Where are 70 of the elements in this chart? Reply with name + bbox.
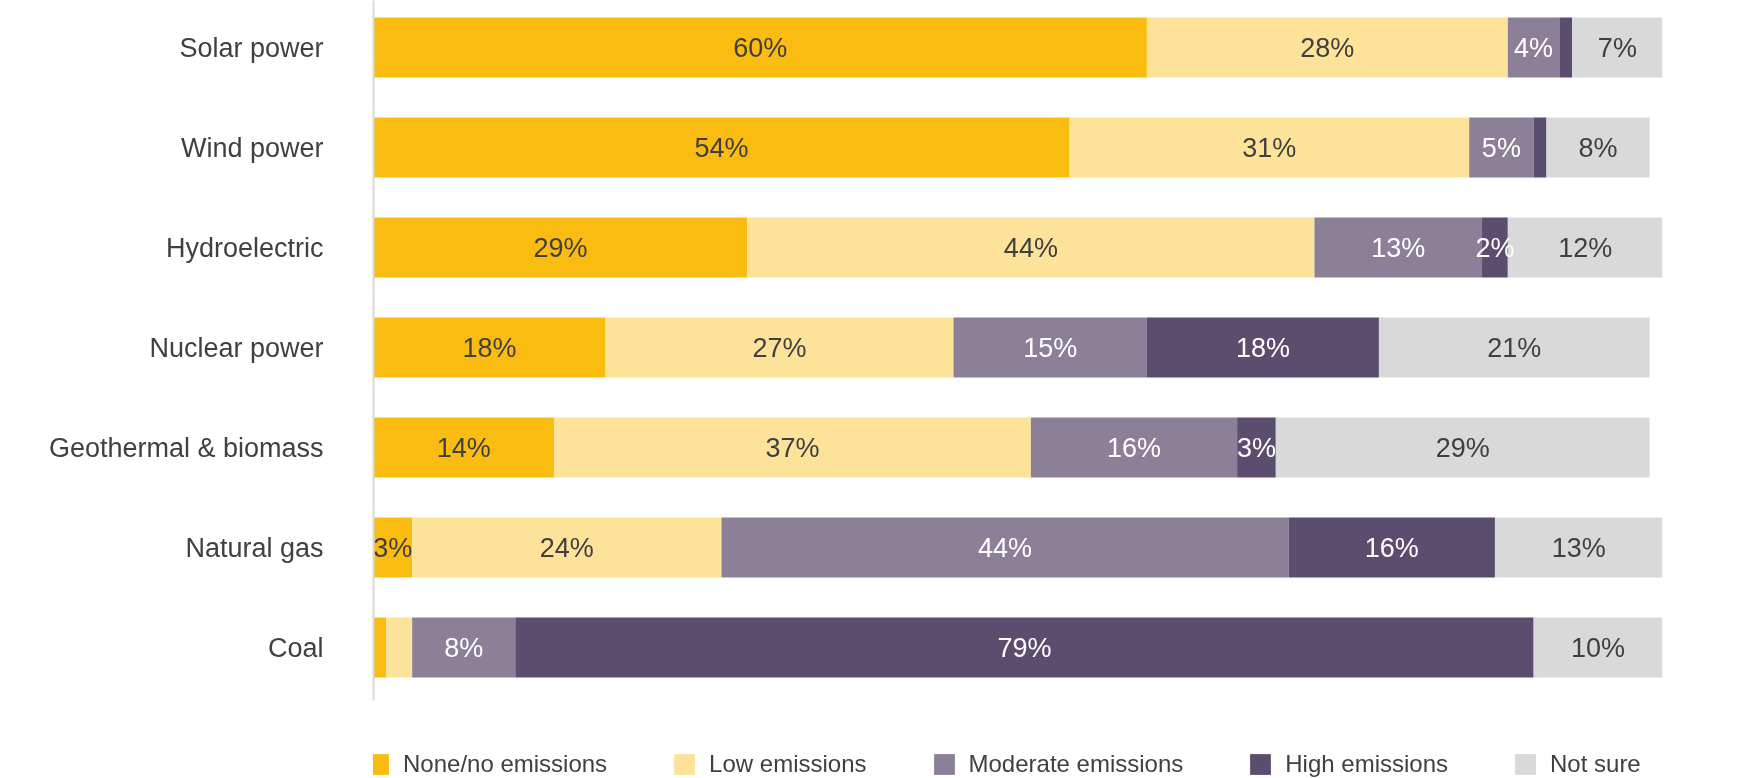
data-label: 16% bbox=[1106, 432, 1162, 463]
bar bbox=[1069, 117, 1470, 178]
data-label: 12% bbox=[1558, 232, 1613, 263]
data-label: 54% bbox=[694, 132, 749, 163]
data-label: 18% bbox=[462, 332, 517, 363]
data-label: 29% bbox=[533, 232, 588, 263]
bar bbox=[373, 17, 1147, 78]
data-label: 3% bbox=[1236, 432, 1276, 463]
bar bbox=[515, 617, 1534, 678]
y-tick-label: Nuclear power bbox=[149, 332, 324, 363]
bar bbox=[1559, 17, 1573, 78]
bar bbox=[721, 517, 1289, 578]
data-label: 37% bbox=[765, 432, 820, 463]
data-label: 28% bbox=[1300, 32, 1355, 63]
data-label: 4% bbox=[1514, 32, 1554, 63]
bar bbox=[373, 217, 748, 278]
legend-label: Moderate emissions bbox=[968, 750, 1184, 778]
bar bbox=[747, 217, 1315, 278]
data-label: 16% bbox=[1364, 532, 1419, 563]
data-label: 15% bbox=[1023, 332, 1078, 363]
bar bbox=[1030, 417, 1238, 478]
bar bbox=[953, 317, 1147, 378]
data-label: 14% bbox=[436, 432, 491, 463]
data-label: 13% bbox=[1371, 232, 1426, 263]
bar bbox=[386, 617, 413, 678]
data-label: 13% bbox=[1551, 532, 1606, 563]
bar bbox=[373, 117, 1070, 178]
bar bbox=[373, 317, 606, 378]
bar bbox=[412, 617, 516, 678]
data-label: 60% bbox=[733, 32, 788, 63]
y-tick-label: Geothermal & biomass bbox=[48, 432, 324, 463]
data-label: 44% bbox=[978, 532, 1033, 563]
data-label: 31% bbox=[1242, 132, 1297, 163]
bar bbox=[553, 417, 1031, 478]
y-tick-label: Wind power bbox=[180, 132, 324, 163]
legend-label: Not sure bbox=[1550, 750, 1641, 778]
bar bbox=[1288, 517, 1495, 578]
y-tick-label: Natural gas bbox=[185, 532, 324, 563]
bar bbox=[605, 317, 954, 378]
bar bbox=[412, 517, 722, 578]
legend-label: Low emissions bbox=[709, 750, 867, 778]
data-label: 3% bbox=[373, 532, 413, 563]
legend-label: High emissions bbox=[1285, 750, 1449, 778]
bar bbox=[1378, 317, 1650, 378]
bar bbox=[1494, 517, 1663, 578]
legend-label: None/no emissions bbox=[403, 750, 608, 778]
y-tick-label: Solar power bbox=[179, 32, 324, 63]
data-label: 44% bbox=[1003, 232, 1058, 263]
bar bbox=[1146, 17, 1508, 78]
bar bbox=[1275, 417, 1650, 478]
data-label: 5% bbox=[1481, 132, 1521, 163]
bar bbox=[1533, 117, 1547, 178]
data-label: 79% bbox=[997, 632, 1052, 663]
data-label: 7% bbox=[1597, 32, 1637, 63]
bar bbox=[1146, 317, 1379, 378]
bar bbox=[1469, 117, 1534, 178]
data-label: 8% bbox=[444, 632, 484, 663]
data-label: 27% bbox=[752, 332, 807, 363]
y-tick-label: Hydroelectric bbox=[165, 232, 324, 263]
data-label: 21% bbox=[1487, 332, 1542, 363]
data-label: 18% bbox=[1235, 332, 1290, 363]
bar bbox=[1533, 617, 1663, 678]
data-label: 8% bbox=[1578, 132, 1618, 163]
bar bbox=[373, 417, 554, 478]
bar bbox=[1546, 117, 1650, 178]
data-label: 10% bbox=[1571, 632, 1626, 663]
data-label: 24% bbox=[539, 532, 594, 563]
data-label: 29% bbox=[1435, 432, 1490, 463]
y-tick-label: Coal bbox=[267, 632, 324, 663]
bar bbox=[1572, 17, 1663, 78]
